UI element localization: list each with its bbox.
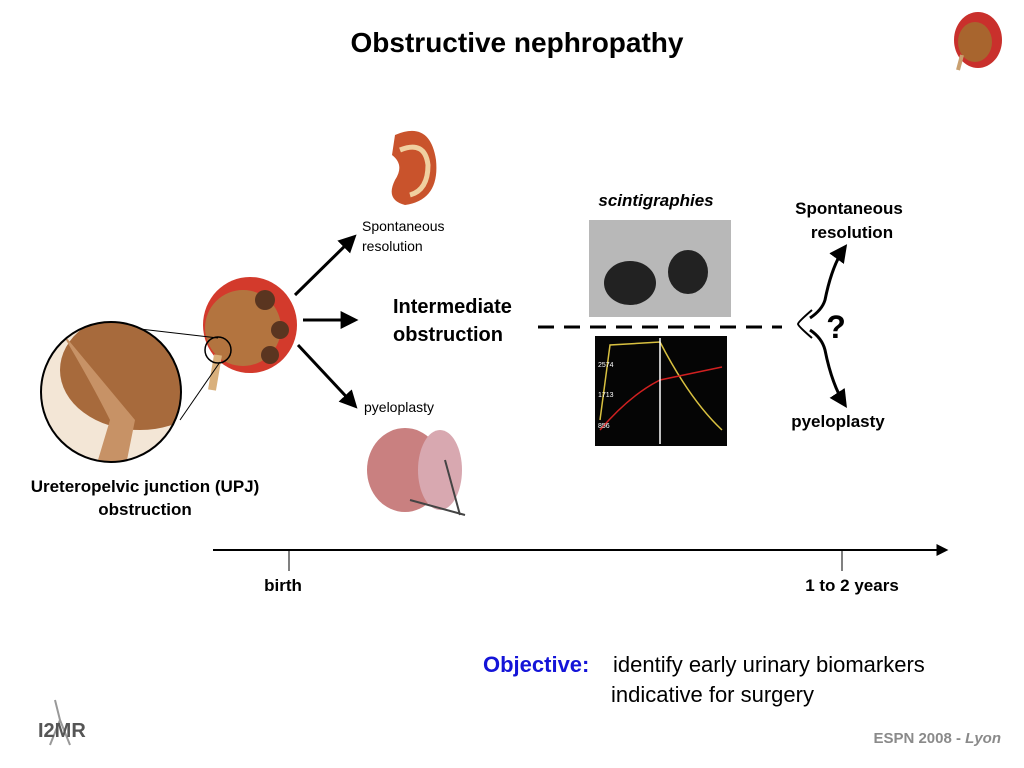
arrow bbox=[809, 244, 848, 320]
renogram-image: 2574 1713 856 bbox=[595, 336, 727, 446]
upj-magnifier bbox=[40, 321, 232, 463]
question-mark: ? bbox=[826, 309, 846, 345]
objective-text: indicative for surgery bbox=[611, 682, 814, 707]
branch-label: resolution bbox=[362, 238, 423, 254]
timeline-label: birth bbox=[264, 576, 302, 595]
brace bbox=[796, 309, 813, 339]
branch-label: obstruction bbox=[393, 324, 503, 346]
renogram-tick: 2574 bbox=[598, 362, 614, 369]
objective-label: Objective: bbox=[483, 652, 589, 677]
outcome-label: resolution bbox=[811, 223, 893, 242]
kidney-illustration bbox=[203, 277, 297, 391]
renogram-tick: 1713 bbox=[598, 392, 614, 399]
objective-text: identify early urinary biomarkers bbox=[613, 652, 925, 677]
arrow bbox=[809, 328, 847, 409]
arrow bbox=[293, 234, 357, 297]
footer-city: Lyon bbox=[965, 730, 1001, 747]
title: Obstructive nephropathy bbox=[351, 27, 684, 58]
logo-text: I2MR bbox=[38, 720, 86, 742]
timeline-label: 1 to 2 years bbox=[805, 576, 899, 595]
footer: ESPN 2008 - Lyon bbox=[873, 730, 1001, 747]
renogram-tick: 856 bbox=[598, 423, 610, 430]
logo: I2MR bbox=[38, 699, 86, 746]
upj-label: Ureteropelvic junction (UPJ) bbox=[31, 477, 260, 496]
footer-event: ESPN 2008 - bbox=[873, 730, 965, 747]
branch-label: Spontaneous bbox=[362, 218, 445, 234]
upj-label: obstruction bbox=[98, 500, 192, 519]
corner-kidney-icon bbox=[954, 12, 1002, 71]
arrow bbox=[296, 343, 358, 409]
healthy-kidney-illustration bbox=[391, 130, 437, 205]
branch-label: pyeloplasty bbox=[364, 399, 434, 415]
outcome-label: Spontaneous bbox=[795, 199, 903, 218]
scintigraphy-label: scintigraphies bbox=[598, 191, 713, 210]
scintigraphy-image bbox=[589, 220, 731, 317]
branch-label: Intermediate bbox=[393, 296, 512, 318]
surgery-illustration bbox=[367, 428, 466, 516]
outcome-label: pyeloplasty bbox=[791, 412, 885, 431]
